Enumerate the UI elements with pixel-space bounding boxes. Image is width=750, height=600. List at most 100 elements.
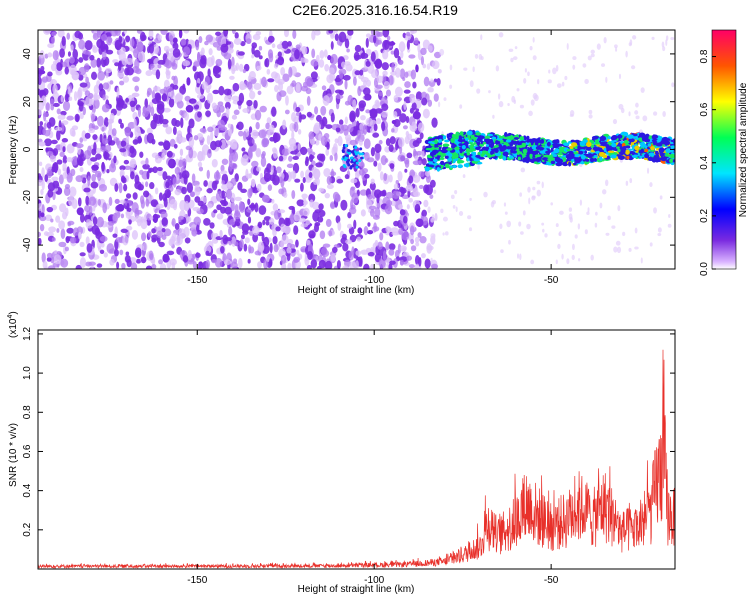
spectrogram-noise-blob — [322, 243, 331, 248]
spectrogram-signal-blob — [659, 152, 665, 157]
spectrogram-noise-blob — [326, 175, 332, 185]
spectrogram-noise-blob — [258, 205, 267, 215]
spectrogram-noise-blob — [52, 50, 59, 61]
spectrogram-noise-blob — [92, 216, 98, 226]
spectrogram-signal-blob — [585, 141, 592, 148]
spectrogram-noise-blob — [338, 89, 344, 96]
spectrogram-noise-blob — [527, 71, 530, 77]
spectrogram-noise-blob — [140, 160, 146, 165]
spectrogram-noise-blob — [378, 139, 383, 145]
spectrogram-noise-blob — [38, 173, 41, 178]
spectrogram-noise-blob — [301, 193, 308, 199]
spectrogram-noise-blob — [51, 35, 56, 44]
spectrogram-noise-blob — [322, 95, 330, 106]
spectrogram-noise-blob — [213, 127, 220, 137]
spectrogram-noise-blob — [50, 63, 57, 72]
spectrogram-noise-blob — [338, 119, 344, 126]
spectrogram-noise-blob — [96, 30, 101, 38]
spectrogram-noise-blob — [267, 130, 271, 139]
spectrogram-noise-blob — [423, 199, 429, 208]
spectrogram-noise-blob — [91, 164, 99, 171]
spectrogram-noise-blob — [454, 190, 458, 195]
spectrogram-noise-blob — [43, 30, 51, 35]
spectrogram-noise-blob — [379, 232, 384, 241]
spectrogram-noise-blob — [153, 58, 161, 67]
spectrogram-noise-blob — [225, 107, 230, 118]
spectrogram-noise-blob — [234, 196, 242, 202]
spectrogram-noise-blob — [303, 200, 308, 205]
spectrogram-noise-blob — [400, 50, 404, 59]
spectrogram-noise-blob — [431, 263, 439, 269]
spectrogram-noise-blob — [129, 158, 137, 169]
spectrogram-noise-blob — [50, 139, 58, 145]
spectrogram-noise-blob — [522, 210, 526, 216]
spectrogram-noise-blob — [662, 110, 666, 118]
spectrogram-noise-blob — [178, 30, 183, 39]
spectrogram-noise-blob — [596, 43, 601, 50]
spectrogram-noise-blob — [342, 74, 351, 81]
spectrogram-y-tick-label: 40 — [22, 48, 33, 60]
spectrogram-noise-blob — [389, 260, 396, 265]
spectrogram-signal-blob — [484, 135, 491, 140]
spectrogram-noise-blob — [171, 232, 177, 242]
spectrogram-noise-blob — [185, 105, 194, 113]
snr-x-axis-label: Height of straight line (km) — [298, 584, 415, 595]
spectrogram-signal-blob — [446, 148, 453, 151]
spectrogram-signal-blob — [658, 147, 665, 153]
spectrogram-noise-blob — [163, 140, 171, 151]
spectrogram-noise-blob — [46, 206, 54, 213]
spectrogram-noise-blob — [239, 239, 244, 249]
spectrogram-noise-blob — [224, 95, 232, 103]
spectrogram-noise-blob — [65, 235, 70, 244]
spectrogram-noise-blob — [334, 33, 339, 42]
spectrogram-signal-blob — [648, 135, 652, 139]
spectrogram-noise-blob — [98, 183, 107, 192]
spectrogram-noise-blob — [290, 150, 298, 155]
spectrogram-noise-blob — [625, 180, 629, 186]
spectrogram-noise-blob — [157, 169, 164, 177]
spectrogram-noise-blob — [311, 48, 316, 59]
spectrogram-noise-blob — [346, 48, 350, 53]
spectrogram-noise-blob — [360, 52, 369, 59]
spectrogram-noise-blob — [119, 148, 127, 153]
spectrogram-noise-blob — [120, 213, 125, 219]
spectrogram-signal-blob — [510, 146, 516, 150]
spectrogram-noise-blob — [367, 230, 374, 235]
spectrogram-signal-blob — [639, 155, 643, 159]
spectrogram-noise-blob — [275, 166, 282, 174]
spectrogram-noise-blob — [145, 70, 153, 77]
spectrogram-noise-blob — [344, 100, 351, 106]
spectrogram-noise-blob — [79, 241, 85, 248]
spectrogram-noise-blob — [125, 57, 134, 66]
snr-multiplier-label: (x104) — [7, 311, 19, 338]
spectrogram-noise-blob — [231, 151, 239, 162]
spectrogram-noise-blob — [40, 212, 45, 218]
spectrogram-noise-blob — [524, 68, 527, 73]
spectrogram-noise-blob — [413, 37, 419, 45]
spectrogram-noise-blob — [601, 63, 606, 67]
spectrogram-noise-blob — [294, 178, 301, 183]
spectrogram-noise-blob — [266, 117, 272, 125]
spectrogram-noise-blob — [377, 162, 382, 172]
spectrogram-noise-blob — [323, 49, 328, 58]
spectrogram-noise-blob — [71, 130, 76, 137]
spectrogram-noise-blob — [78, 74, 84, 81]
spectrogram-noise-blob — [404, 71, 409, 78]
spectrogram-noise-blob — [318, 187, 324, 193]
spectrogram-noise-blob — [224, 101, 231, 110]
spectrogram-noise-blob — [109, 163, 117, 173]
spectrogram-noise-blob — [196, 77, 201, 85]
spectrogram-signal-blob — [618, 155, 625, 160]
spectrogram-noise-blob — [296, 249, 300, 256]
spectrogram-noise-blob — [231, 114, 238, 120]
spectrogram-signal-blob — [475, 154, 481, 158]
spectrogram-noise-blob — [93, 98, 100, 109]
spectrogram-noise-blob — [120, 140, 127, 147]
colorbar-tick-label: 0.4 — [699, 155, 710, 169]
spectrogram-signal-blob — [595, 138, 599, 144]
spectrogram-noise-blob — [297, 129, 302, 135]
spectrogram-noise-blob — [625, 50, 628, 58]
spectrogram-noise-blob — [315, 162, 323, 168]
spectrogram-noise-blob — [70, 44, 74, 52]
spectrogram-noise-blob — [365, 37, 369, 48]
